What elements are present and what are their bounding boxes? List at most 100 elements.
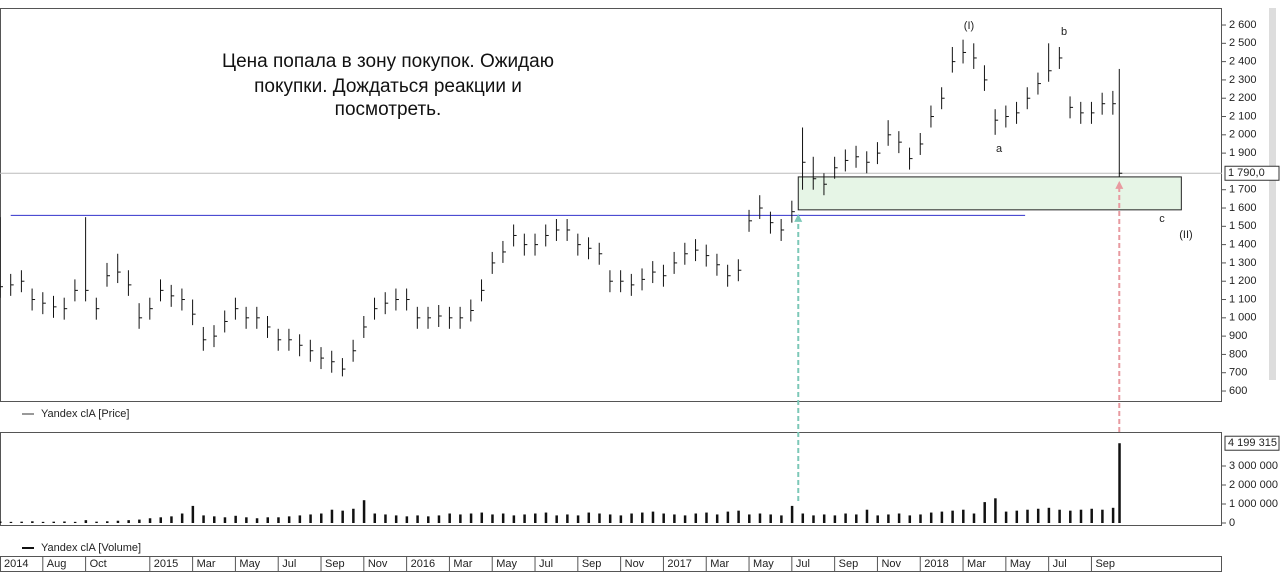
volume-bar [929, 512, 933, 524]
volume-bar [951, 510, 954, 524]
volume-bar [619, 515, 623, 524]
volume-bar [683, 515, 687, 524]
volume-bar [855, 514, 858, 524]
x-tick-label: 2018 [924, 558, 948, 570]
volume-bar [138, 519, 141, 524]
volume-bar [352, 508, 355, 524]
volume-bar [769, 514, 772, 524]
volume-bar [598, 513, 601, 524]
volume-bar [491, 514, 494, 524]
y-tick-label: 1 700 [1229, 184, 1257, 196]
volume-bar [127, 520, 130, 524]
volume-bar [106, 521, 109, 524]
volume-bar [202, 515, 205, 524]
annotation: посмотреть. [335, 99, 442, 120]
volume-bar [790, 505, 794, 524]
volume-bar [876, 515, 879, 524]
buy-zone [797, 176, 1182, 211]
volume-bar [287, 516, 291, 524]
volume-bar [116, 520, 120, 524]
volume-bar [459, 514, 462, 524]
volume-bar [1015, 510, 1019, 524]
y-tick-label: 900 [1229, 330, 1247, 342]
y-tick-label: 1 100 [1229, 293, 1257, 305]
volume-bar [330, 509, 334, 524]
y-tick-label: 1 900 [1229, 147, 1257, 159]
volume-bar [1090, 508, 1093, 524]
x-tick-label: Nov [881, 558, 901, 570]
wave-label: c [1159, 213, 1165, 225]
x-tick-label: Sep [582, 558, 602, 570]
y-tick-label: 0 [1229, 517, 1235, 529]
volume-bar [223, 517, 227, 524]
y-tick-label: 1 000 [1229, 312, 1257, 324]
volume-bar [255, 518, 259, 524]
volume-bar [1069, 510, 1072, 524]
volume-bar [1118, 443, 1121, 524]
volume-bar [469, 513, 473, 524]
volume-bar [41, 521, 45, 524]
volume-bar [566, 514, 569, 524]
y-tick-label: 1 500 [1229, 220, 1257, 232]
y-tick-label: 2 500 [1229, 37, 1257, 49]
volume-bar [191, 505, 195, 524]
volume-bar [298, 515, 302, 524]
volume-bar [20, 521, 23, 524]
scrollbar[interactable] [1269, 8, 1276, 380]
volume-bar [245, 517, 248, 524]
volume-bar [427, 516, 430, 524]
volume-bar [320, 513, 323, 524]
x-tick-label: Mar [710, 558, 729, 570]
legend-label: Yandex clA [Volume] [41, 542, 141, 554]
volume-bar [544, 512, 548, 524]
volume-bar [715, 514, 719, 524]
volume-bar [972, 513, 976, 524]
volume-bar [1026, 509, 1029, 524]
volume-bar [448, 513, 451, 524]
y-tick-label: 2 000 000 [1229, 479, 1278, 491]
x-tick-label: Mar [197, 558, 216, 570]
legend-label: Yandex clA [Price] [41, 408, 129, 420]
volume-bar [0, 521, 2, 524]
value-box [1224, 435, 1280, 451]
y-tick-label: 3 000 000 [1229, 460, 1278, 472]
x-tick-label: May [1010, 558, 1031, 570]
volume-bar [52, 521, 56, 524]
x-tick-label: Sep [839, 558, 859, 570]
y-tick-label: 2 300 [1229, 74, 1257, 86]
volume-bar [73, 521, 77, 524]
x-tick-label: May [496, 558, 517, 570]
volume-bar [148, 518, 152, 524]
volume-bar [812, 515, 815, 524]
volume-bar [651, 511, 655, 524]
volume-bar [309, 514, 312, 524]
y-tick-label: 2 000 [1229, 129, 1257, 141]
x-tick-label: 2017 [667, 558, 691, 570]
volume-bar [234, 515, 237, 524]
volume-bar [180, 513, 184, 524]
volume-bar [908, 515, 912, 524]
y-tick-label: 1 000 000 [1229, 498, 1278, 510]
volume-bar [394, 515, 398, 524]
y-tick-label: 2 600 [1229, 19, 1257, 31]
arrow-head [1115, 180, 1124, 189]
x-tick-label: Aug [47, 558, 67, 570]
volume-bar [919, 514, 922, 524]
volume-bar [705, 512, 708, 524]
volume-bar [994, 498, 997, 524]
volume-bar [673, 514, 676, 524]
volume-bar [416, 515, 419, 524]
x-tick-label: Nov [625, 558, 645, 570]
volume-bar [501, 513, 505, 524]
y-tick-label: 2 100 [1229, 110, 1257, 122]
volume-bar [608, 514, 612, 524]
volume-bar [362, 500, 366, 524]
volume-bar [534, 513, 537, 524]
volume-bar [341, 510, 344, 524]
volume-bar [63, 521, 66, 524]
volume-bar [480, 512, 484, 524]
arrow-head [794, 213, 803, 222]
volume-bar [865, 509, 869, 524]
volume-bar [437, 515, 441, 524]
